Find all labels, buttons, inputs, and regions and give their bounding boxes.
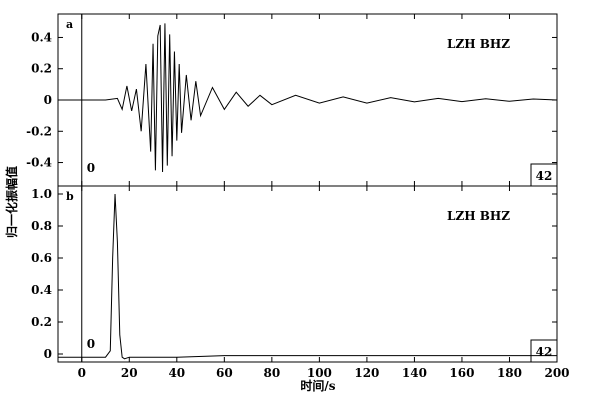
x-tick-label: 40 (168, 366, 185, 380)
x-axis-label: 时间/s (300, 378, 335, 393)
station-label: LZH BHZ (447, 37, 510, 51)
x-tick-label: 120 (354, 366, 379, 380)
left-marker: 0 (87, 161, 95, 175)
panel-b: 0 0.2 0.4 0.6 0.8 1.0 0 20 40 60 80 100 120 140 160 180… (31, 185, 570, 380)
y-tick-label: 0.4 (31, 30, 52, 44)
panel-frame (57, 185, 558, 363)
x-tick-label: 80 (264, 366, 281, 380)
y-tick-label: -0.4 (26, 156, 52, 170)
x-tick-label: 200 (544, 366, 569, 380)
station-label: LZH BHZ (447, 209, 510, 223)
y-tick-label: -0.2 (26, 124, 52, 138)
y-tick-label: 0.8 (31, 219, 52, 233)
y-tick-label: 0.2 (31, 62, 52, 76)
y-tick-label: 1.0 (31, 187, 52, 201)
panel-letter: b (66, 190, 74, 203)
panel-a: -0.4 -0.2 0 0.2 0.4 a LZH BHZ 0 42 (26, 13, 558, 187)
left-marker: 0 (87, 337, 95, 351)
x-tick-label: 0 (78, 366, 86, 380)
right-marker: 42 (536, 345, 553, 359)
y-tick-label: 0.2 (31, 315, 52, 329)
y-axis-label: 归一化振幅值 (4, 166, 19, 238)
right-marker-box (530, 339, 558, 363)
y-tick-label: 0.4 (31, 283, 52, 297)
right-marker: 42 (536, 169, 553, 183)
x-tick-label: 180 (497, 366, 522, 380)
waveform-trace (58, 23, 558, 172)
x-tick-label: 160 (449, 366, 474, 380)
y-tick-label: 0 (44, 93, 52, 107)
panel-letter: a (66, 18, 73, 31)
y-tick-label: 0.6 (31, 251, 52, 265)
x-tick-label: 100 (307, 366, 332, 380)
x-tick-label: 20 (121, 366, 138, 380)
waveform-trace (58, 193, 557, 360)
x-tick-label: 60 (216, 366, 233, 380)
x-tick-label: 140 (402, 366, 427, 380)
y-tick-label: 0 (44, 347, 52, 361)
